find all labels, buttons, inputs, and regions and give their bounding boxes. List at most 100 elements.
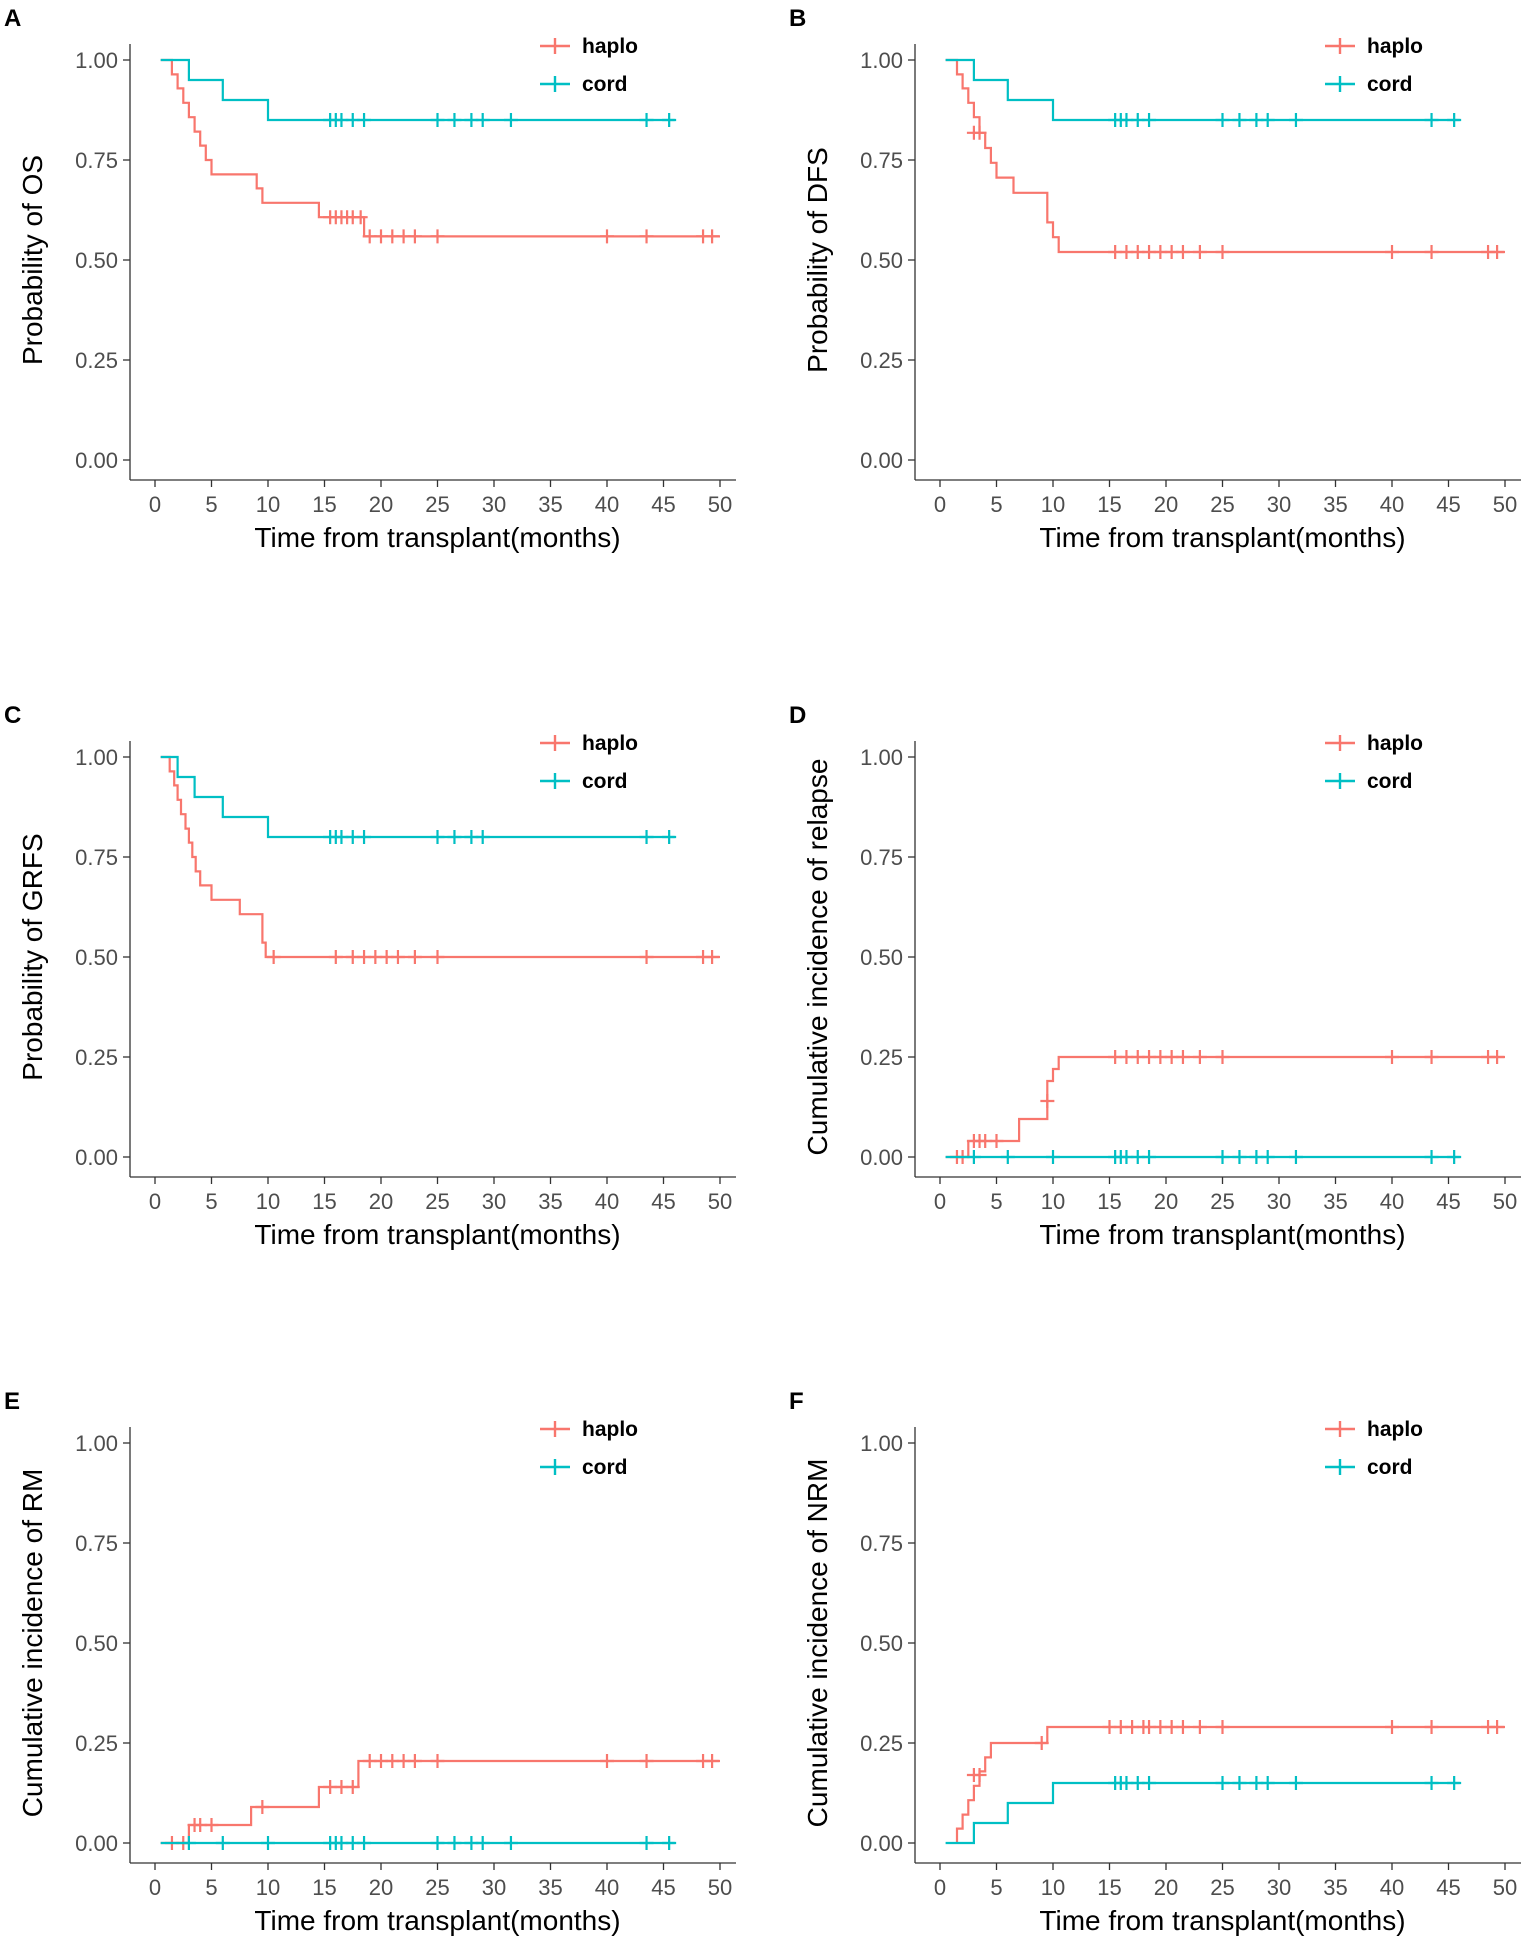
legend-label-cord: cord [582,770,628,793]
x-tick-label: 35 [538,1189,562,1214]
legend-label-haplo: haplo [1367,732,1423,755]
panel-c: C 0.00 0.25 0.50 0.75 1.00 0 5 10 15 20 25 30 35 40 45 5… [4,702,736,1250]
censor-mark-haplo [407,950,422,964]
censor-mark-haplo [1034,1736,1049,1750]
censor-mark-cord [475,1836,490,1850]
x-tick-label: 35 [538,1875,562,1900]
censor-mark-haplo [989,1134,1004,1148]
x-tick-label: 0 [149,492,161,517]
censor-mark-cord [357,830,372,844]
x-tick-label: 40 [1380,1189,1404,1214]
x-tick-label: 15 [1097,492,1121,517]
censor-mark-cord [639,113,654,127]
censor-mark-haplo [255,1800,270,1814]
censor-mark-cord [1447,113,1462,127]
censor-mark-haplo [639,1754,654,1768]
x-tick-label: 10 [256,492,280,517]
x-tick-label: 40 [595,1875,619,1900]
censor-mark-cord [639,1836,654,1850]
censor-mark-cord [1260,1776,1275,1790]
censor-mark-cord [1232,1776,1247,1790]
censor-mark-cord [475,830,490,844]
legend-label-cord: cord [582,73,628,96]
x-axis-title: Time from transplant(months) [1039,1219,1405,1250]
y-tick-label: 0.00 [860,448,903,473]
y-tick-label: 0.50 [75,248,118,273]
censor-mark-cord [1288,1776,1303,1790]
y-axis-title: Probability of DFS [802,147,833,373]
censor-mark-cord [662,830,677,844]
censor-mark-cord [1215,113,1230,127]
censor-mark-haplo [1040,1094,1055,1108]
x-tick-label: 30 [1267,1189,1291,1214]
y-tick-label: 0.25 [75,1731,118,1756]
censor-mark-cord [215,1836,230,1850]
censor-mark-haplo [345,1780,360,1794]
x-tick-label: 50 [708,1875,732,1900]
series-line-haplo [945,1055,1505,1159]
x-tick-label: 20 [1154,1875,1178,1900]
y-tick-label: 1.00 [860,1431,903,1456]
x-tick-label: 20 [369,1875,393,1900]
censor-mark-cord [503,113,518,127]
x-tick-label: 45 [651,492,675,517]
y-tick-label: 0.50 [860,945,903,970]
x-tick-label: 20 [1154,1189,1178,1214]
x-tick-label: 45 [1436,1875,1460,1900]
y-tick-label: 1.00 [860,745,903,770]
legend-label-haplo: haplo [582,35,638,58]
censor-mark-haplo [204,1818,219,1832]
x-tick-label: 30 [482,1875,506,1900]
censor-mark-cord [447,830,462,844]
censor-mark-haplo [705,1754,720,1768]
censor-mark-cord [1447,1150,1462,1164]
y-tick-label: 0.75 [75,1531,118,1556]
y-tick-label: 0.25 [75,1045,118,1070]
censor-mark-haplo [1175,245,1190,259]
x-tick-label: 35 [538,492,562,517]
censor-mark-cord [966,1150,981,1164]
censor-mark-cord [1288,1150,1303,1164]
legend-label-cord: cord [1367,73,1413,96]
censor-mark-cord [639,830,654,844]
y-tick-label: 0.50 [860,1631,903,1656]
y-tick-label: 0.75 [75,148,118,173]
censor-mark-cord [357,1836,372,1850]
censor-mark-haplo [639,229,654,244]
censor-mark-haplo [1490,1720,1505,1734]
panel-label: F [789,1388,804,1415]
censor-mark-cord [1142,1776,1157,1790]
censor-mark-haplo [1215,1720,1230,1734]
censor-mark-cord [1288,113,1303,127]
censor-mark-cord [447,1836,462,1850]
y-tick-label: 0.00 [75,1831,118,1856]
x-tick-label: 45 [1436,1189,1460,1214]
y-tick-label: 1.00 [75,745,118,770]
x-tick-label: 30 [482,492,506,517]
y-tick-label: 0.00 [75,1145,118,1170]
censor-mark-cord [1142,1150,1157,1164]
censor-mark-cord [430,113,445,127]
series-line-haplo [160,58,720,238]
censor-mark-haplo [430,229,445,244]
censor-mark-haplo [266,950,281,964]
x-tick-label: 30 [482,1189,506,1214]
y-tick-label: 0.75 [75,845,118,870]
x-tick-label: 15 [1097,1189,1121,1214]
censor-mark-haplo [705,950,720,964]
x-tick-label: 10 [1041,492,1065,517]
panel-label: E [4,1388,20,1415]
censor-mark-cord [1215,1776,1230,1790]
x-tick-label: 45 [1436,492,1460,517]
x-tick-label: 5 [990,492,1002,517]
censor-mark-cord [662,113,677,127]
legend-label-haplo: haplo [582,1418,638,1441]
censor-mark-cord [1215,1150,1230,1164]
panel-b: B 0.00 0.25 0.50 0.75 1.00 0 5 10 15 20 25 30 35 40 45 5… [789,5,1521,553]
legend-label-haplo: haplo [1367,1418,1423,1441]
censor-mark-cord [1447,1776,1462,1790]
x-tick-label: 20 [369,492,393,517]
x-tick-label: 50 [1493,1189,1517,1214]
x-tick-label: 30 [1267,492,1291,517]
